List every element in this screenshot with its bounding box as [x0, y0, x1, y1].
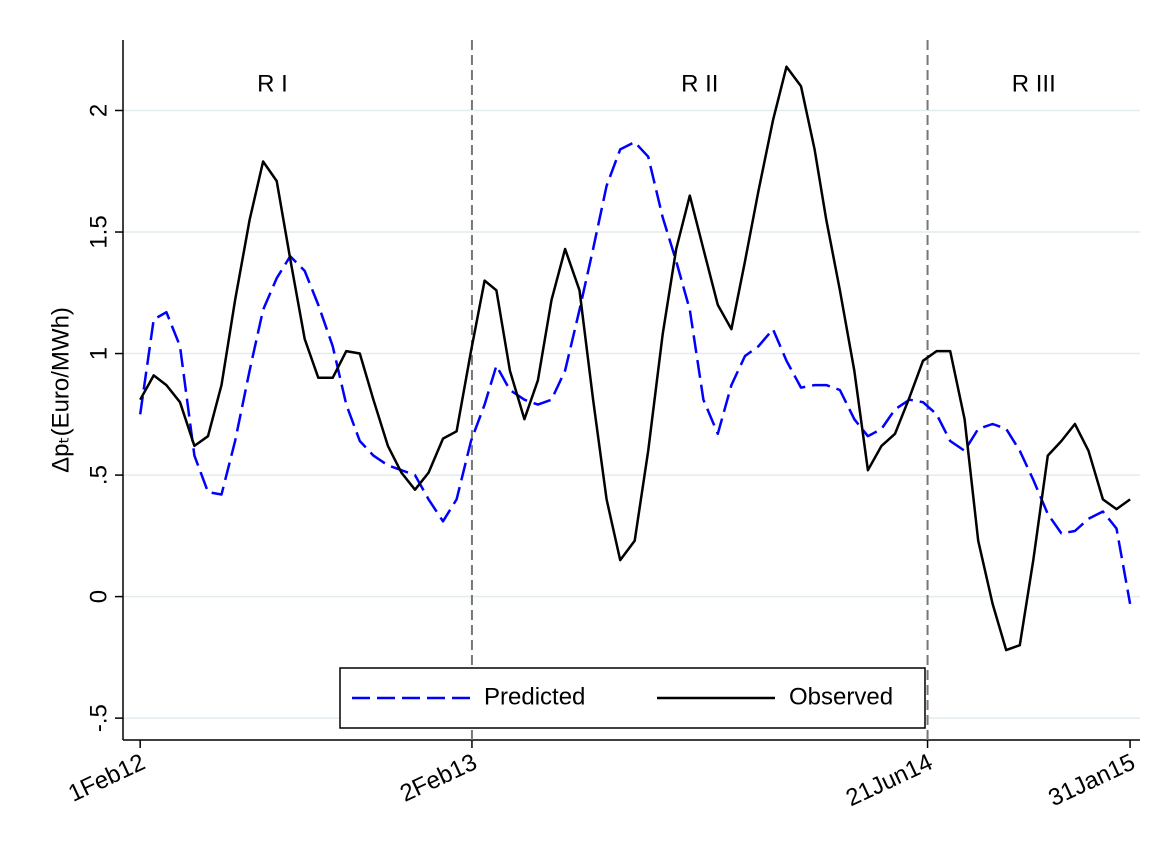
series-line	[139, 65, 1131, 652]
y-tick-label: 2	[85, 104, 112, 117]
region-label: R III	[1012, 70, 1056, 97]
y-tick-label: -.5	[85, 704, 112, 732]
y-axis-label: Δpₜ(Euro/MWh)	[47, 307, 74, 473]
region-label: R II	[681, 70, 718, 97]
y-tick-label: .5	[85, 465, 112, 485]
y-tick-label: 1	[85, 347, 112, 360]
y-tick-label: 1.5	[85, 215, 112, 248]
y-tick-label: 0	[85, 590, 112, 603]
legend-label: Predicted	[484, 683, 585, 710]
x-tick-label: 1Feb12	[64, 749, 149, 808]
x-tick-label: 2Feb13	[396, 749, 481, 808]
region-label: R I	[257, 70, 288, 97]
x-tick-label: 21Jun14	[842, 749, 937, 812]
x-tick-label: 31Jan15	[1044, 749, 1139, 812]
legend-label: Observed	[789, 683, 893, 710]
series-line	[138, 140, 1132, 605]
